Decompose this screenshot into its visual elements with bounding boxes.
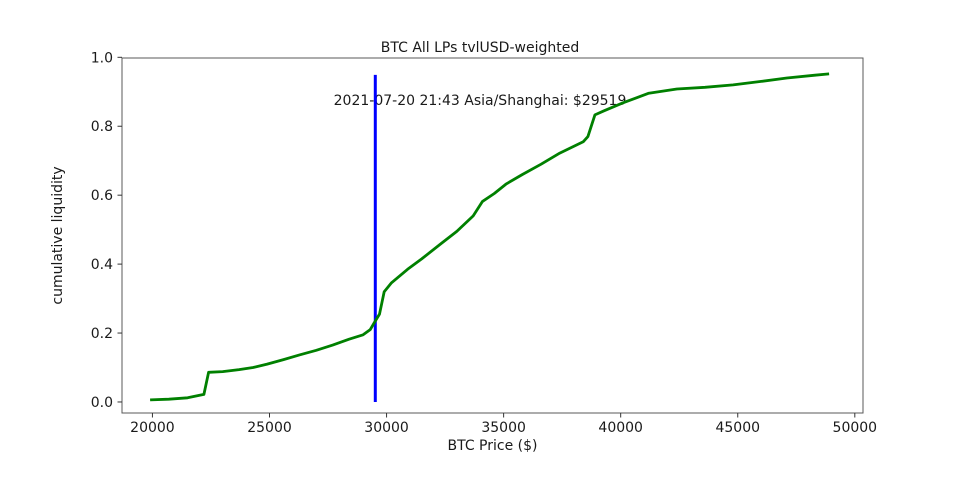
x-axis-label: BTC Price ($) [448, 438, 538, 454]
liquidity-curve [150, 72, 830, 402]
x-tick-label: 30000 [364, 420, 409, 436]
y-tick-label: 0.4 [91, 257, 113, 273]
y-tick-label: 0.0 [91, 395, 113, 411]
x-tick-label: 45000 [715, 420, 760, 436]
chart-title-line2: 2021-07-20 21:43 Asia/Shanghai: $29519 [333, 92, 627, 109]
y-tick-label: 0.8 [91, 119, 113, 135]
y-tick-label: 1.0 [91, 50, 113, 66]
y-axis-label: cumulative liquidity [50, 166, 66, 304]
x-tick-label: 40000 [598, 420, 643, 436]
x-tick-label: 35000 [481, 420, 526, 436]
y-tick-label: 0.2 [91, 326, 113, 342]
chart-title-line1: BTC All LPs tvlUSD-weighted [380, 40, 580, 56]
chart-title: BTC All LPs tvlUSD-weighted 2021-07-20 2… [0, 5, 960, 145]
x-tick-label: 20000 [130, 420, 175, 436]
y-tick-label: 0.6 [91, 188, 113, 204]
plot-border [121, 57, 864, 414]
x-tick-label: 25000 [247, 420, 292, 436]
x-tick-label: 50000 [833, 420, 878, 436]
